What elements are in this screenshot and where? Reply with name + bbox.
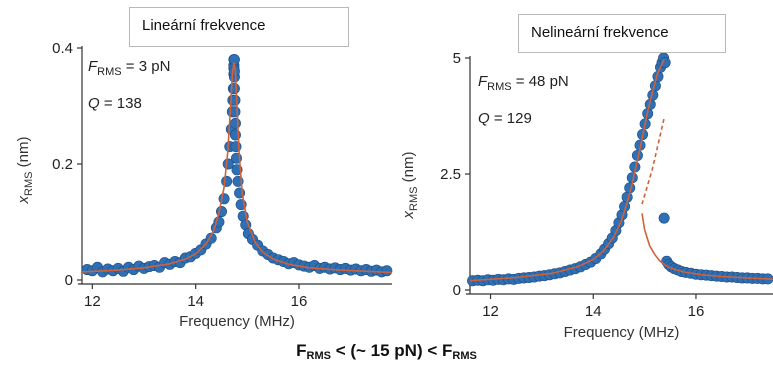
y-axis-label: xRMS (nm): [400, 152, 420, 220]
annotation-f: FRMS = 3 pN: [88, 58, 170, 78]
x-tick-label: 16: [291, 293, 308, 310]
annotation-q: Q = 138: [88, 95, 142, 112]
fit-line-lower-branch: [641, 213, 773, 281]
annotation-q: Q = 129: [478, 110, 532, 127]
x-axis-label: Frequency (MHz): [564, 324, 680, 341]
chart-title-linear-text: Lineární frekvence: [142, 17, 266, 34]
data-point: [658, 212, 670, 224]
x-tick-label: 12: [482, 303, 499, 320]
annotation-value: = 138: [100, 95, 142, 112]
annotation-symbol: Q: [88, 95, 100, 112]
fit-line: [81, 62, 393, 274]
comparison-right: F: [442, 341, 453, 360]
y-tick-label: 0.2: [52, 156, 73, 173]
y-axis-label-symbol: x: [15, 195, 32, 204]
fit-line-upper-branch: [469, 59, 665, 282]
y-axis-label: xRMS (nm): [15, 137, 35, 205]
x-axis-label: Frequency (MHz): [179, 313, 295, 330]
comparison-right-sub: RMS: [452, 350, 477, 362]
annotation-sub: RMS: [97, 66, 121, 78]
comparison-middle: < (~ 15 pN) <: [330, 341, 442, 360]
force-comparison-caption: FRMS < (~ 15 pN) < FRMS: [0, 341, 773, 362]
chart-title-nonlinear-text: Nelineární frekvence: [531, 24, 669, 41]
chart-title-nonlinear: Nelineární frekvence: [518, 14, 726, 53]
x-tick-label: 12: [84, 293, 101, 310]
annotation-f: FRMS = 48 pN: [478, 73, 569, 93]
annotation-value: = 48 pN: [512, 73, 569, 90]
y-tick-label: 0: [65, 272, 73, 289]
annotation-symbol: F: [88, 58, 98, 75]
y-axis-label-sub: RMS: [408, 187, 420, 211]
chart-title-linear: Lineární frekvence: [129, 7, 349, 47]
x-tick-label: 14: [585, 303, 602, 320]
y-axis-label-unit: (nm): [15, 137, 32, 172]
x-tick-label: 14: [187, 293, 204, 310]
data-point: [659, 57, 671, 69]
annotation-sub: RMS: [487, 81, 511, 93]
fit-line-unstable-branch: [641, 118, 665, 205]
data-point: [381, 265, 393, 277]
annotation-value: = 129: [490, 110, 532, 127]
comparison-left: F: [296, 341, 307, 360]
comparison-left-sub: RMS: [306, 350, 331, 362]
y-axis-label-unit: (nm): [400, 152, 417, 187]
x-tick-label: 16: [688, 303, 705, 320]
annotation-symbol: F: [478, 73, 488, 90]
annotation-symbol: Q: [478, 110, 490, 127]
data-point: [229, 117, 241, 129]
y-tick-label: 5: [453, 50, 461, 67]
annotation-value: = 3 pN: [122, 58, 171, 75]
data-point: [221, 175, 233, 187]
y-tick-label: 2.5: [440, 166, 461, 183]
y-axis-label-sub: RMS: [23, 172, 35, 196]
y-tick-label: 0.4: [52, 40, 73, 57]
y-tick-label: 0: [453, 282, 461, 299]
y-axis-label-symbol: x: [400, 210, 417, 219]
